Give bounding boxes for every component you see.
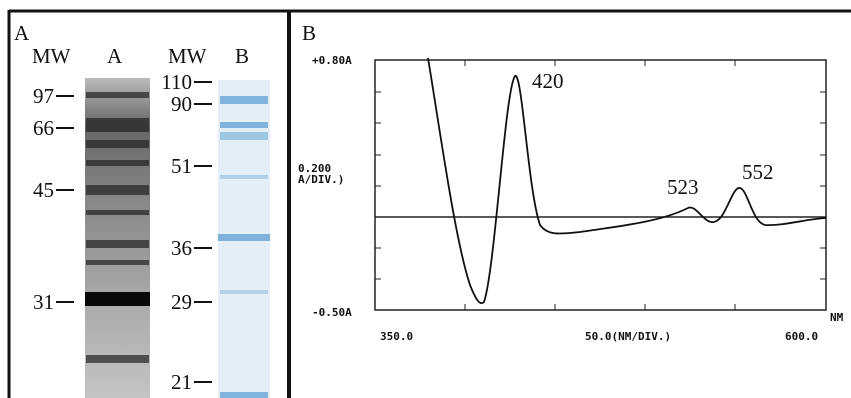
lane-header: MW	[168, 44, 207, 68]
x-label: 600.0	[785, 330, 818, 343]
x-label: 350.0	[380, 330, 413, 343]
peak-label: 523	[667, 175, 699, 199]
mw-label: 51	[171, 154, 192, 178]
x-label: NM	[830, 311, 844, 324]
mw-label: 90	[171, 92, 192, 116]
mw-label: 36	[171, 236, 192, 260]
panel-label: B	[302, 21, 316, 45]
mw-label: 45	[33, 178, 54, 202]
y-label: A/DIV.)	[298, 173, 344, 186]
x-label: 50.0(NM/DIV.)	[585, 330, 671, 343]
ticks	[375, 60, 826, 310]
panel-a: A MW A MW B 97	[9, 10, 290, 398]
figure: A MW A MW B 97	[0, 0, 851, 398]
mw-label: 29	[171, 290, 192, 314]
lane-header: A	[107, 44, 123, 68]
lane-header: MW	[32, 44, 71, 68]
lane-header: B	[235, 44, 249, 68]
gel-band	[85, 292, 150, 306]
panel-b: B +0.80A 0.200 A/DIV.) -0.50A 350.0 50.0…	[290, 11, 851, 343]
mw-label: 21	[171, 370, 192, 394]
mw-label: 66	[33, 116, 54, 140]
y-label: +0.80A	[312, 54, 352, 67]
page: A MW A MW B 97	[0, 0, 851, 398]
y-label: -0.50A	[312, 306, 352, 319]
peak-label: 420	[532, 69, 564, 93]
mw-label: 110	[161, 70, 192, 94]
mw-label: 31	[33, 290, 54, 314]
peak-label: 552	[742, 160, 774, 184]
mw-label: 97	[33, 84, 54, 108]
panel-label: A	[14, 21, 30, 45]
plot-frame	[375, 60, 826, 310]
